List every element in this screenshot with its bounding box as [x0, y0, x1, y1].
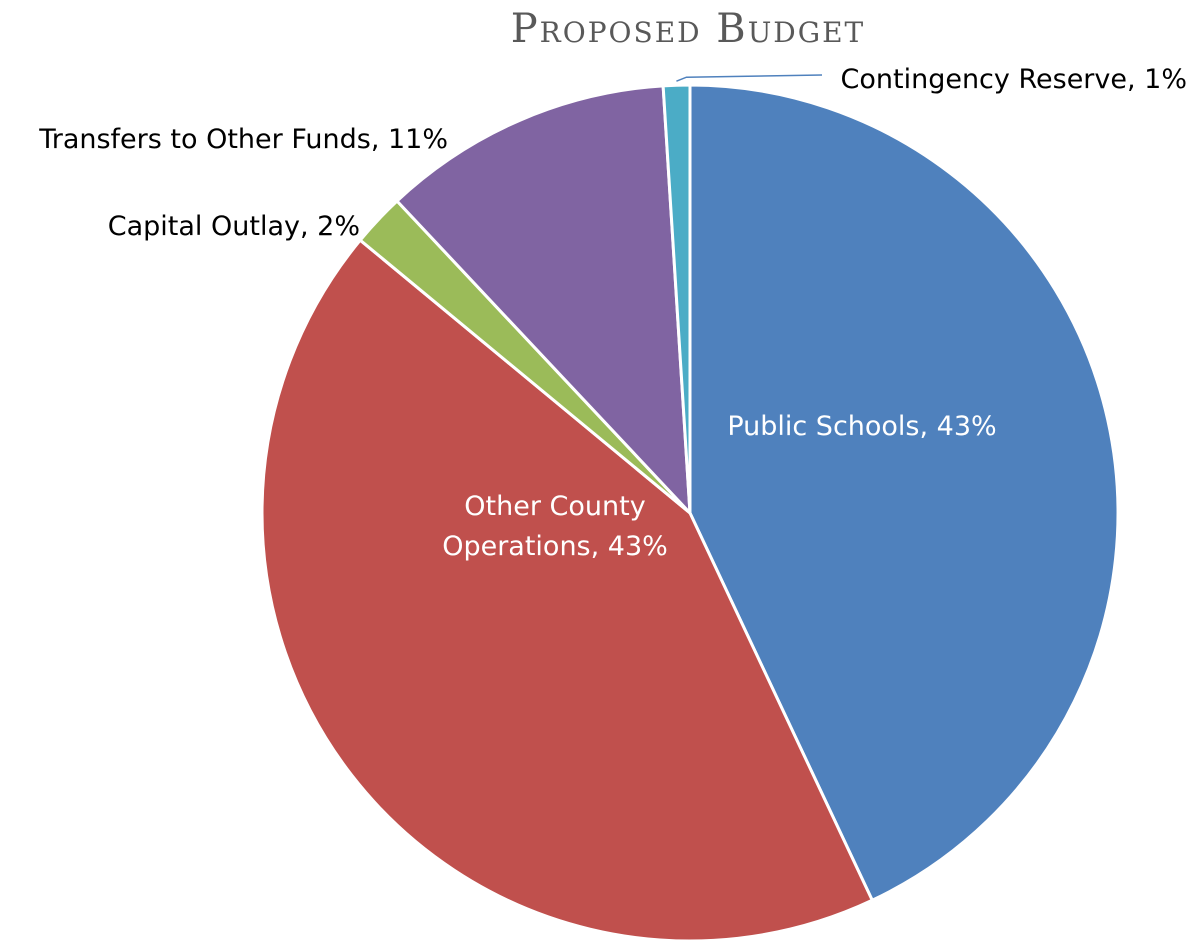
- pie-slice-transfers-to-other-funds: [395, 84, 692, 515]
- data-label-public-schools: Public Schools, 43%: [727, 411, 996, 442]
- pie-slice-other-county-operations: [260, 238, 874, 943]
- data-label-transfers-to-other-funds: Transfers to Other Funds, 11%: [38, 124, 448, 155]
- data-label-other-county-operations: Other County Operations, 43%: [442, 491, 668, 562]
- chart-title: Proposed Budget: [511, 6, 865, 52]
- leader-line-contingency-reserve: [676, 74, 823, 82]
- leader-lines: [676, 74, 823, 82]
- pie-slice-public-schools: [688, 83, 1120, 902]
- pie-slice-contingency-reserve: [661, 83, 692, 515]
- data-label-capital-outlay: Capital Outlay, 2%: [108, 211, 360, 242]
- pie-slices: [260, 83, 1120, 943]
- data-label-contingency-reserve: Contingency Reserve, 1%: [841, 64, 1187, 95]
- data-labels: Public Schools, 43% Other County Operation…: [38, 64, 1187, 562]
